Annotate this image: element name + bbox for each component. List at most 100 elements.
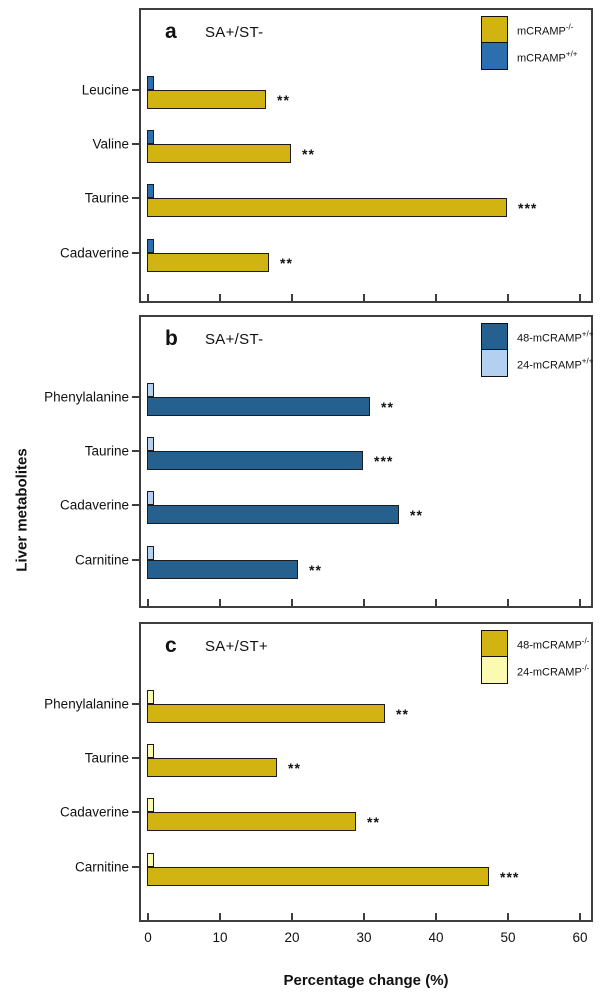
bar-mCRAMP-/- [147, 144, 291, 163]
bar-24-mCRAMP-/- [147, 798, 154, 812]
category-label: Taurine [84, 443, 129, 459]
y-axis-tick [132, 811, 139, 813]
y-axis-tick [132, 89, 139, 91]
legend-label: mCRAMP-/- [517, 22, 574, 37]
category-label: Cadaverine [59, 497, 129, 513]
x-axis-tick [219, 599, 221, 606]
panel-title: SA+/ST- [205, 24, 264, 41]
bar-mCRAMP+/+ [147, 239, 154, 253]
bar-24-mCRAMP-/- [147, 690, 154, 704]
x-axis-tick [507, 913, 509, 920]
y-axis-tick [132, 703, 139, 705]
x-axis-tick [147, 294, 149, 301]
legend-label: 24-mCRAMP-/- [517, 663, 590, 678]
bar-48-mCRAMP+/+ [147, 560, 298, 579]
x-axis-tick [363, 599, 365, 606]
bar-48-mCRAMP+/+ [147, 505, 399, 524]
legend-label: 48-mCRAMP+/+ [517, 329, 594, 344]
category-label: Cadaverine [59, 245, 129, 261]
x-axis-tick [291, 599, 293, 606]
bar-mCRAMP+/+ [147, 76, 154, 90]
y-axis-tick [132, 143, 139, 145]
bar-24-mCRAMP+/+ [147, 383, 154, 397]
bar-48-mCRAMP-/- [147, 704, 385, 723]
bar-24-mCRAMP-/- [147, 744, 154, 758]
legend-swatch [481, 41, 508, 70]
bar-48-mCRAMP+/+ [147, 451, 363, 470]
x-axis-tick-label: 40 [428, 930, 444, 945]
x-axis-tick-label: 60 [572, 930, 588, 945]
x-axis-tick-label: 20 [284, 930, 300, 945]
x-axis-tick [147, 599, 149, 606]
bar-48-mCRAMP-/- [147, 812, 356, 831]
x-axis-tick [219, 294, 221, 301]
panel-c: c SA+/ST+ 48-mCRAMP-/- 24-mCRAMP-/- Phenylal… [44, 622, 593, 922]
significance-stars: ** [381, 398, 394, 415]
panel-letter: b [165, 327, 178, 350]
x-axis-tick [363, 913, 365, 920]
bar-48-mCRAMP+/+ [147, 397, 370, 416]
significance-stars: *** [500, 868, 520, 885]
x-axis-tick-label: 30 [356, 930, 372, 945]
x-axis-tick [291, 294, 293, 301]
x-axis-tick [435, 913, 437, 920]
significance-stars: ** [280, 254, 293, 271]
x-axis-tick [435, 294, 437, 301]
bar-24-mCRAMP+/+ [147, 546, 154, 560]
significance-stars: *** [374, 452, 394, 469]
y-axis-tick [132, 757, 139, 759]
bar-mCRAMP+/+ [147, 130, 154, 144]
bar-mCRAMP-/- [147, 90, 266, 109]
category-label: Carnitine [74, 859, 129, 875]
x-axis-tick [579, 913, 581, 920]
significance-stars: ** [302, 145, 315, 162]
bar-48-mCRAMP-/- [147, 758, 277, 777]
significance-stars: ** [367, 813, 380, 830]
y-axis-tick [132, 252, 139, 254]
bar-mCRAMP-/- [147, 198, 507, 217]
x-axis-tick [435, 599, 437, 606]
significance-stars: ** [396, 705, 409, 722]
panel-letter: a [165, 20, 177, 43]
significance-stars: ** [277, 91, 290, 108]
panel-title: SA+/ST+ [205, 638, 268, 655]
panel-title: SA+/ST- [205, 331, 264, 348]
x-axis-tick [219, 913, 221, 920]
panel-letter: c [165, 634, 177, 657]
bar-mCRAMP-/- [147, 253, 269, 272]
panel-a: a SA+/ST-mCRAMP-/- mCRAMP+/+ Leucine ** Valin… [60, 8, 593, 303]
legend-label: mCRAMP+/+ [517, 49, 578, 64]
y-axis-tick [132, 504, 139, 506]
x-axis-tick [147, 913, 149, 920]
legend-label: 24-mCRAMP+/+ [517, 356, 594, 371]
bar-mCRAMP+/+ [147, 184, 154, 198]
x-axis-tick [291, 913, 293, 920]
y-axis-tick [132, 450, 139, 452]
y-axis-tick [132, 197, 139, 199]
significance-stars: ** [410, 506, 423, 523]
y-axis-tick [132, 396, 139, 398]
significance-stars: ** [288, 759, 301, 776]
category-label: Taurine [84, 190, 129, 206]
x-axis-tick [507, 599, 509, 606]
panel-b: b SA+/ST- 48-mCRAMP+/+ 24-mCRAMP+/+ Phenylal… [44, 315, 594, 608]
legend-swatch [481, 16, 508, 43]
legend-swatch [481, 630, 508, 657]
x-axis-tick [363, 294, 365, 301]
legend-swatch [481, 348, 508, 377]
bar-24-mCRAMP-/- [147, 853, 154, 867]
legend-swatch [481, 323, 508, 350]
x-axis-title: Percentage change (%) [283, 972, 449, 989]
category-label: Taurine [84, 750, 129, 766]
x-axis-tick [579, 599, 581, 606]
category-label: Phenylalanine [44, 389, 129, 405]
category-label: Cadaverine [59, 804, 129, 820]
significance-stars: ** [309, 561, 322, 578]
category-label: Phenylalanine [44, 696, 129, 712]
category-label: Carnitine [74, 552, 129, 568]
legend-swatch [481, 655, 508, 684]
bar-24-mCRAMP+/+ [147, 491, 154, 505]
x-axis-tick-label: 0 [144, 930, 152, 945]
y-axis-title: Liver metabolites [13, 448, 31, 572]
